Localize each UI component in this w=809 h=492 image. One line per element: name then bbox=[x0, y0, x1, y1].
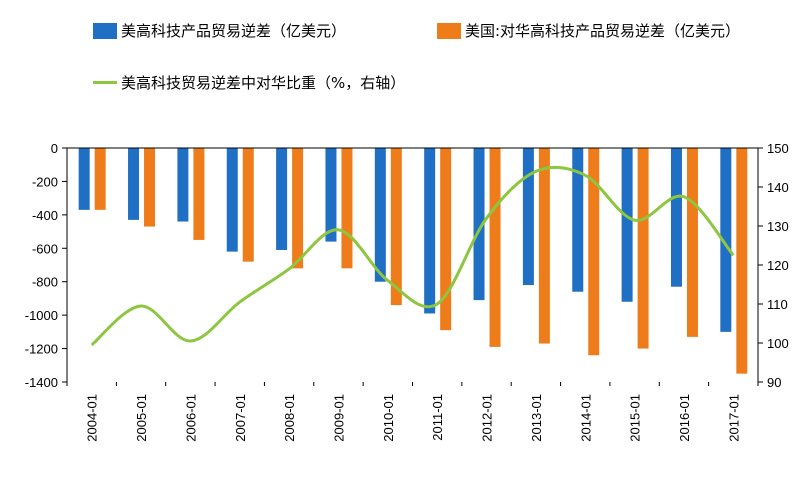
bar-s1-11 bbox=[637, 148, 649, 349]
legend-label-0: 美高科技产品贸易逆差（亿美元） bbox=[121, 22, 347, 40]
bar-s1-8 bbox=[489, 148, 501, 347]
legend-item-2: 美高科技贸易逆差中对华比重（%，右轴） bbox=[93, 72, 405, 93]
x-tick-label-5: 2009-01 bbox=[331, 394, 346, 442]
bar-s0-3 bbox=[226, 148, 238, 252]
x-tick-label-4: 2008-01 bbox=[282, 394, 297, 442]
left-tick-label-2: -400 bbox=[32, 208, 58, 223]
left-tick-label-5: -1000 bbox=[25, 308, 58, 323]
bar-s1-10 bbox=[588, 148, 600, 356]
x-tick-label-1: 2005-01 bbox=[134, 394, 149, 442]
left-tick-label-0: 0 bbox=[51, 141, 58, 156]
legend-swatch-1 bbox=[437, 22, 461, 39]
bar-s0-12 bbox=[670, 148, 682, 287]
right-tick-label-5: 100 bbox=[767, 336, 789, 351]
x-tick-label-13: 2017-01 bbox=[726, 394, 741, 442]
left-tick-label-3: -600 bbox=[32, 241, 58, 256]
right-tick-label-6: 90 bbox=[767, 375, 781, 390]
right-tick-label-3: 120 bbox=[767, 258, 789, 273]
bar-s0-4 bbox=[276, 148, 288, 250]
x-tick-label-2: 2006-01 bbox=[183, 394, 198, 442]
bar-s0-9 bbox=[522, 148, 534, 286]
bar-s0-8 bbox=[473, 148, 485, 301]
legend-swatch-2 bbox=[93, 81, 117, 84]
x-tick-label-12: 2016-01 bbox=[677, 394, 692, 442]
bar-s1-0 bbox=[94, 148, 106, 210]
bar-s1-1 bbox=[144, 148, 156, 227]
x-tick-label-10: 2014-01 bbox=[578, 394, 593, 442]
bar-s1-6 bbox=[390, 148, 402, 306]
left-tick-label-6: -1200 bbox=[25, 342, 58, 357]
bar-s1-2 bbox=[193, 148, 205, 240]
right-tick-label-2: 130 bbox=[767, 219, 789, 234]
legend-swatch-0 bbox=[93, 22, 117, 39]
bar-s1-5 bbox=[341, 148, 353, 269]
bar-s1-9 bbox=[538, 148, 550, 344]
bar-s1-7 bbox=[440, 148, 452, 331]
bar-s1-12 bbox=[686, 148, 698, 337]
right-tick-label-0: 150 bbox=[767, 141, 789, 156]
bar-s0-11 bbox=[621, 148, 633, 302]
x-tick-label-6: 2010-01 bbox=[381, 394, 396, 442]
share-line bbox=[90, 165, 735, 347]
bar-s0-13 bbox=[720, 148, 732, 332]
right-tick-label-1: 140 bbox=[767, 180, 789, 195]
bar-s0-1 bbox=[128, 148, 140, 220]
bar-s0-2 bbox=[177, 148, 189, 222]
x-tick-label-11: 2015-01 bbox=[628, 394, 643, 442]
left-tick-label-7: -1400 bbox=[25, 375, 58, 390]
bar-s0-7 bbox=[424, 148, 436, 314]
legend-item-0: 美高科技产品贸易逆差（亿美元） bbox=[93, 20, 346, 41]
right-tick-label-4: 110 bbox=[767, 297, 788, 312]
bar-s0-0 bbox=[78, 148, 90, 210]
x-tick-label-8: 2012-01 bbox=[480, 394, 495, 442]
x-tick-label-3: 2007-01 bbox=[233, 394, 248, 442]
x-tick-label-7: 2011-01 bbox=[430, 394, 445, 441]
legend-label-2: 美高科技贸易逆差中对华比重（%，右轴） bbox=[121, 74, 406, 92]
bar-s0-10 bbox=[572, 148, 584, 292]
legend-label-1: 美国:对华高科技产品贸易逆差（亿美元） bbox=[465, 22, 741, 40]
x-tick-label-9: 2013-01 bbox=[529, 394, 544, 442]
legend-item-1: 美国:对华高科技产品贸易逆差（亿美元） bbox=[437, 20, 740, 41]
bar-s1-3 bbox=[242, 148, 254, 262]
x-tick-label-0: 2004-01 bbox=[85, 394, 100, 442]
bar-s1-4 bbox=[292, 148, 304, 269]
bar-s0-5 bbox=[325, 148, 337, 242]
bar-s0-6 bbox=[374, 148, 386, 282]
left-tick-label-1: -200 bbox=[32, 174, 58, 189]
bar-s1-13 bbox=[736, 148, 748, 374]
left-tick-label-4: -800 bbox=[32, 275, 58, 290]
